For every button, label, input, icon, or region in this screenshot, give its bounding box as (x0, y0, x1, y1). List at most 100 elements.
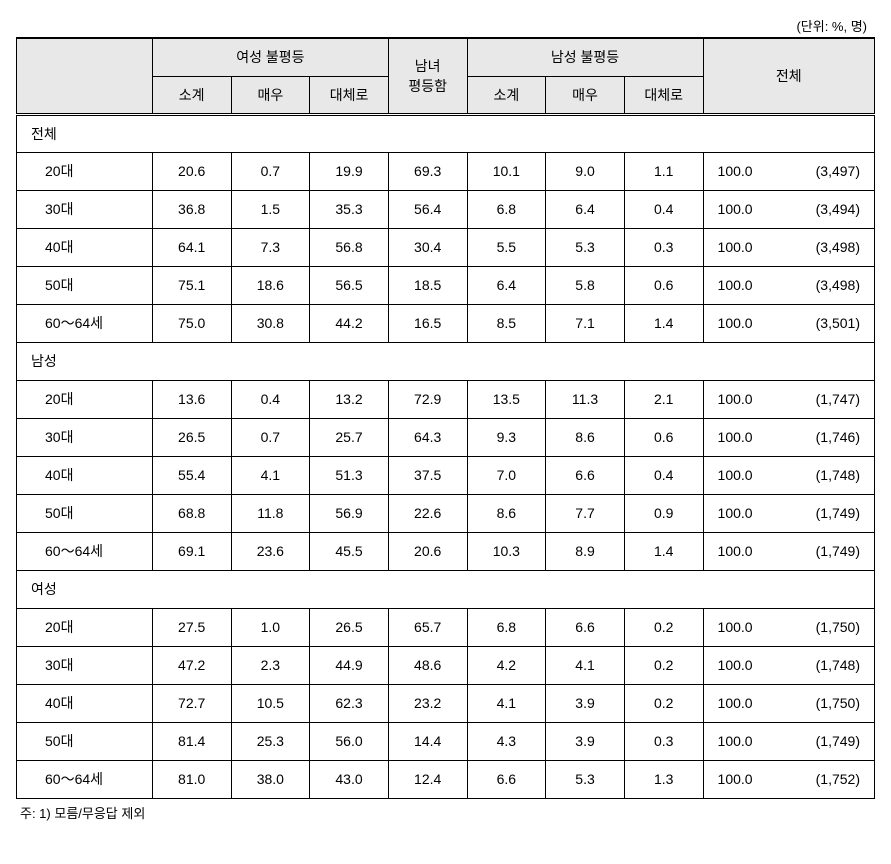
cell-female-very: 0.7 (231, 418, 310, 456)
cell-male-very: 6.6 (546, 608, 625, 646)
cell-total: 100.0(3,501) (703, 304, 874, 342)
total-n: (1,750) (816, 695, 860, 711)
table-header: 여성 불평등 남녀 평등함 남성 불평등 전체 소계 매우 대체로 소계 매우 … (17, 38, 875, 114)
cell-total: 100.0(3,498) (703, 228, 874, 266)
cell-male-very: 8.9 (546, 532, 625, 570)
cell-total: 100.0(1,750) (703, 608, 874, 646)
cell-male-very: 6.6 (546, 456, 625, 494)
row-label: 50대 (17, 722, 153, 760)
table-row: 40대72.710.562.323.24.13.90.2100.0(1,750) (17, 684, 875, 722)
cell-equal: 20.6 (388, 532, 467, 570)
table-row: 20대27.51.026.565.76.86.60.2100.0(1,750) (17, 608, 875, 646)
cell-female-subtotal: 75.0 (152, 304, 231, 342)
cell-total: 100.0(3,494) (703, 190, 874, 228)
cell-total: 100.0(1,749) (703, 494, 874, 532)
row-label: 20대 (17, 608, 153, 646)
cell-male-subtotal: 13.5 (467, 380, 546, 418)
cell-male-mostly: 0.2 (624, 608, 703, 646)
total-percent: 100.0 (718, 771, 753, 787)
table-row: 40대64.17.356.830.45.55.30.3100.0(3,498) (17, 228, 875, 266)
cell-female-mostly: 56.0 (310, 722, 389, 760)
total-percent: 100.0 (718, 315, 753, 331)
cell-equal: 64.3 (388, 418, 467, 456)
data-table: 여성 불평등 남녀 평등함 남성 불평등 전체 소계 매우 대체로 소계 매우 … (16, 37, 875, 799)
cell-female-subtotal: 68.8 (152, 494, 231, 532)
cell-female-mostly: 43.0 (310, 760, 389, 798)
cell-female-very: 38.0 (231, 760, 310, 798)
cell-female-subtotal: 81.0 (152, 760, 231, 798)
cell-male-subtotal: 8.5 (467, 304, 546, 342)
cell-male-very: 6.4 (546, 190, 625, 228)
cell-male-mostly: 1.1 (624, 152, 703, 190)
cell-male-subtotal: 7.0 (467, 456, 546, 494)
total-percent: 100.0 (718, 695, 753, 711)
cell-equal: 23.2 (388, 684, 467, 722)
cell-male-very: 5.3 (546, 228, 625, 266)
table-body: 전체20대20.60.719.969.310.19.01.1100.0(3,49… (17, 114, 875, 798)
cell-female-mostly: 44.9 (310, 646, 389, 684)
cell-female-subtotal: 72.7 (152, 684, 231, 722)
cell-male-mostly: 2.1 (624, 380, 703, 418)
cell-total: 100.0 (1,750) (703, 684, 874, 722)
header-total: 전체 (703, 38, 874, 114)
cell-male-mostly: 1.3 (624, 760, 703, 798)
header-male-inequality: 남성 불평등 (467, 38, 703, 76)
cell-female-very: 18.6 (231, 266, 310, 304)
table-row: 50대81.425.356.014.44.33.90.3100.0(1,749) (17, 722, 875, 760)
header-blank (17, 38, 153, 114)
row-label: 40대 (17, 684, 153, 722)
header-male-very: 매우 (546, 76, 625, 114)
cell-male-mostly: 0.3 (624, 228, 703, 266)
cell-female-subtotal: 36.8 (152, 190, 231, 228)
total-percent: 100.0 (718, 391, 753, 407)
table-row: 50대68.811.856.922.68.67.70.9100.0(1,749) (17, 494, 875, 532)
table-row: 60～64세81.038.043.012.46.65.31.3100.0(1,7… (17, 760, 875, 798)
cell-female-mostly: 35.3 (310, 190, 389, 228)
row-label: 60～64세 (17, 304, 153, 342)
cell-total: 100.0(1,748) (703, 456, 874, 494)
cell-equal: 65.7 (388, 608, 467, 646)
cell-male-mostly: 0.6 (624, 266, 703, 304)
cell-male-very: 8.6 (546, 418, 625, 456)
cell-female-subtotal: 20.6 (152, 152, 231, 190)
cell-female-mostly: 25.7 (310, 418, 389, 456)
cell-female-very: 25.3 (231, 722, 310, 760)
total-n: (3,497) (816, 163, 860, 179)
cell-female-subtotal: 55.4 (152, 456, 231, 494)
cell-equal: 69.3 (388, 152, 467, 190)
cell-male-very: 3.9 (546, 684, 625, 722)
cell-female-subtotal: 75.1 (152, 266, 231, 304)
cell-female-mostly: 56.5 (310, 266, 389, 304)
cell-total: 100.0 (3,497) (703, 152, 874, 190)
table-row: 50대75.118.656.518.56.45.80.6100.0(3,498) (17, 266, 875, 304)
section-label: 남성 (17, 342, 875, 380)
cell-female-mostly: 56.9 (310, 494, 389, 532)
header-male-subtotal: 소계 (467, 76, 546, 114)
cell-male-subtotal: 5.5 (467, 228, 546, 266)
cell-equal: 48.6 (388, 646, 467, 684)
cell-female-mostly: 51.3 (310, 456, 389, 494)
cell-female-very: 23.6 (231, 532, 310, 570)
row-label: 50대 (17, 494, 153, 532)
cell-female-very: 11.8 (231, 494, 310, 532)
cell-male-mostly: 1.4 (624, 304, 703, 342)
total-percent: 100.0 (718, 239, 753, 255)
table-row: 60～64세75.030.844.216.58.57.11.4100.0(3,5… (17, 304, 875, 342)
cell-total: 100.0(1,747) (703, 380, 874, 418)
cell-female-subtotal: 26.5 (152, 418, 231, 456)
cell-equal: 56.4 (388, 190, 467, 228)
cell-male-mostly: 0.4 (624, 190, 703, 228)
total-n: (3,498) (816, 277, 860, 293)
cell-total: 100.0(1,746) (703, 418, 874, 456)
footnote: 주: 1) 모름/무응답 제외 (16, 803, 875, 822)
cell-female-very: 4.1 (231, 456, 310, 494)
header-female-subtotal: 소계 (152, 76, 231, 114)
total-percent: 100.0 (718, 163, 753, 179)
header-female-very: 매우 (231, 76, 310, 114)
total-n: (1,749) (816, 543, 860, 559)
cell-male-very: 11.3 (546, 380, 625, 418)
cell-male-subtotal: 4.2 (467, 646, 546, 684)
section-label: 전체 (17, 114, 875, 152)
unit-label: (단위: %, 명) (16, 16, 875, 35)
row-label: 30대 (17, 190, 153, 228)
